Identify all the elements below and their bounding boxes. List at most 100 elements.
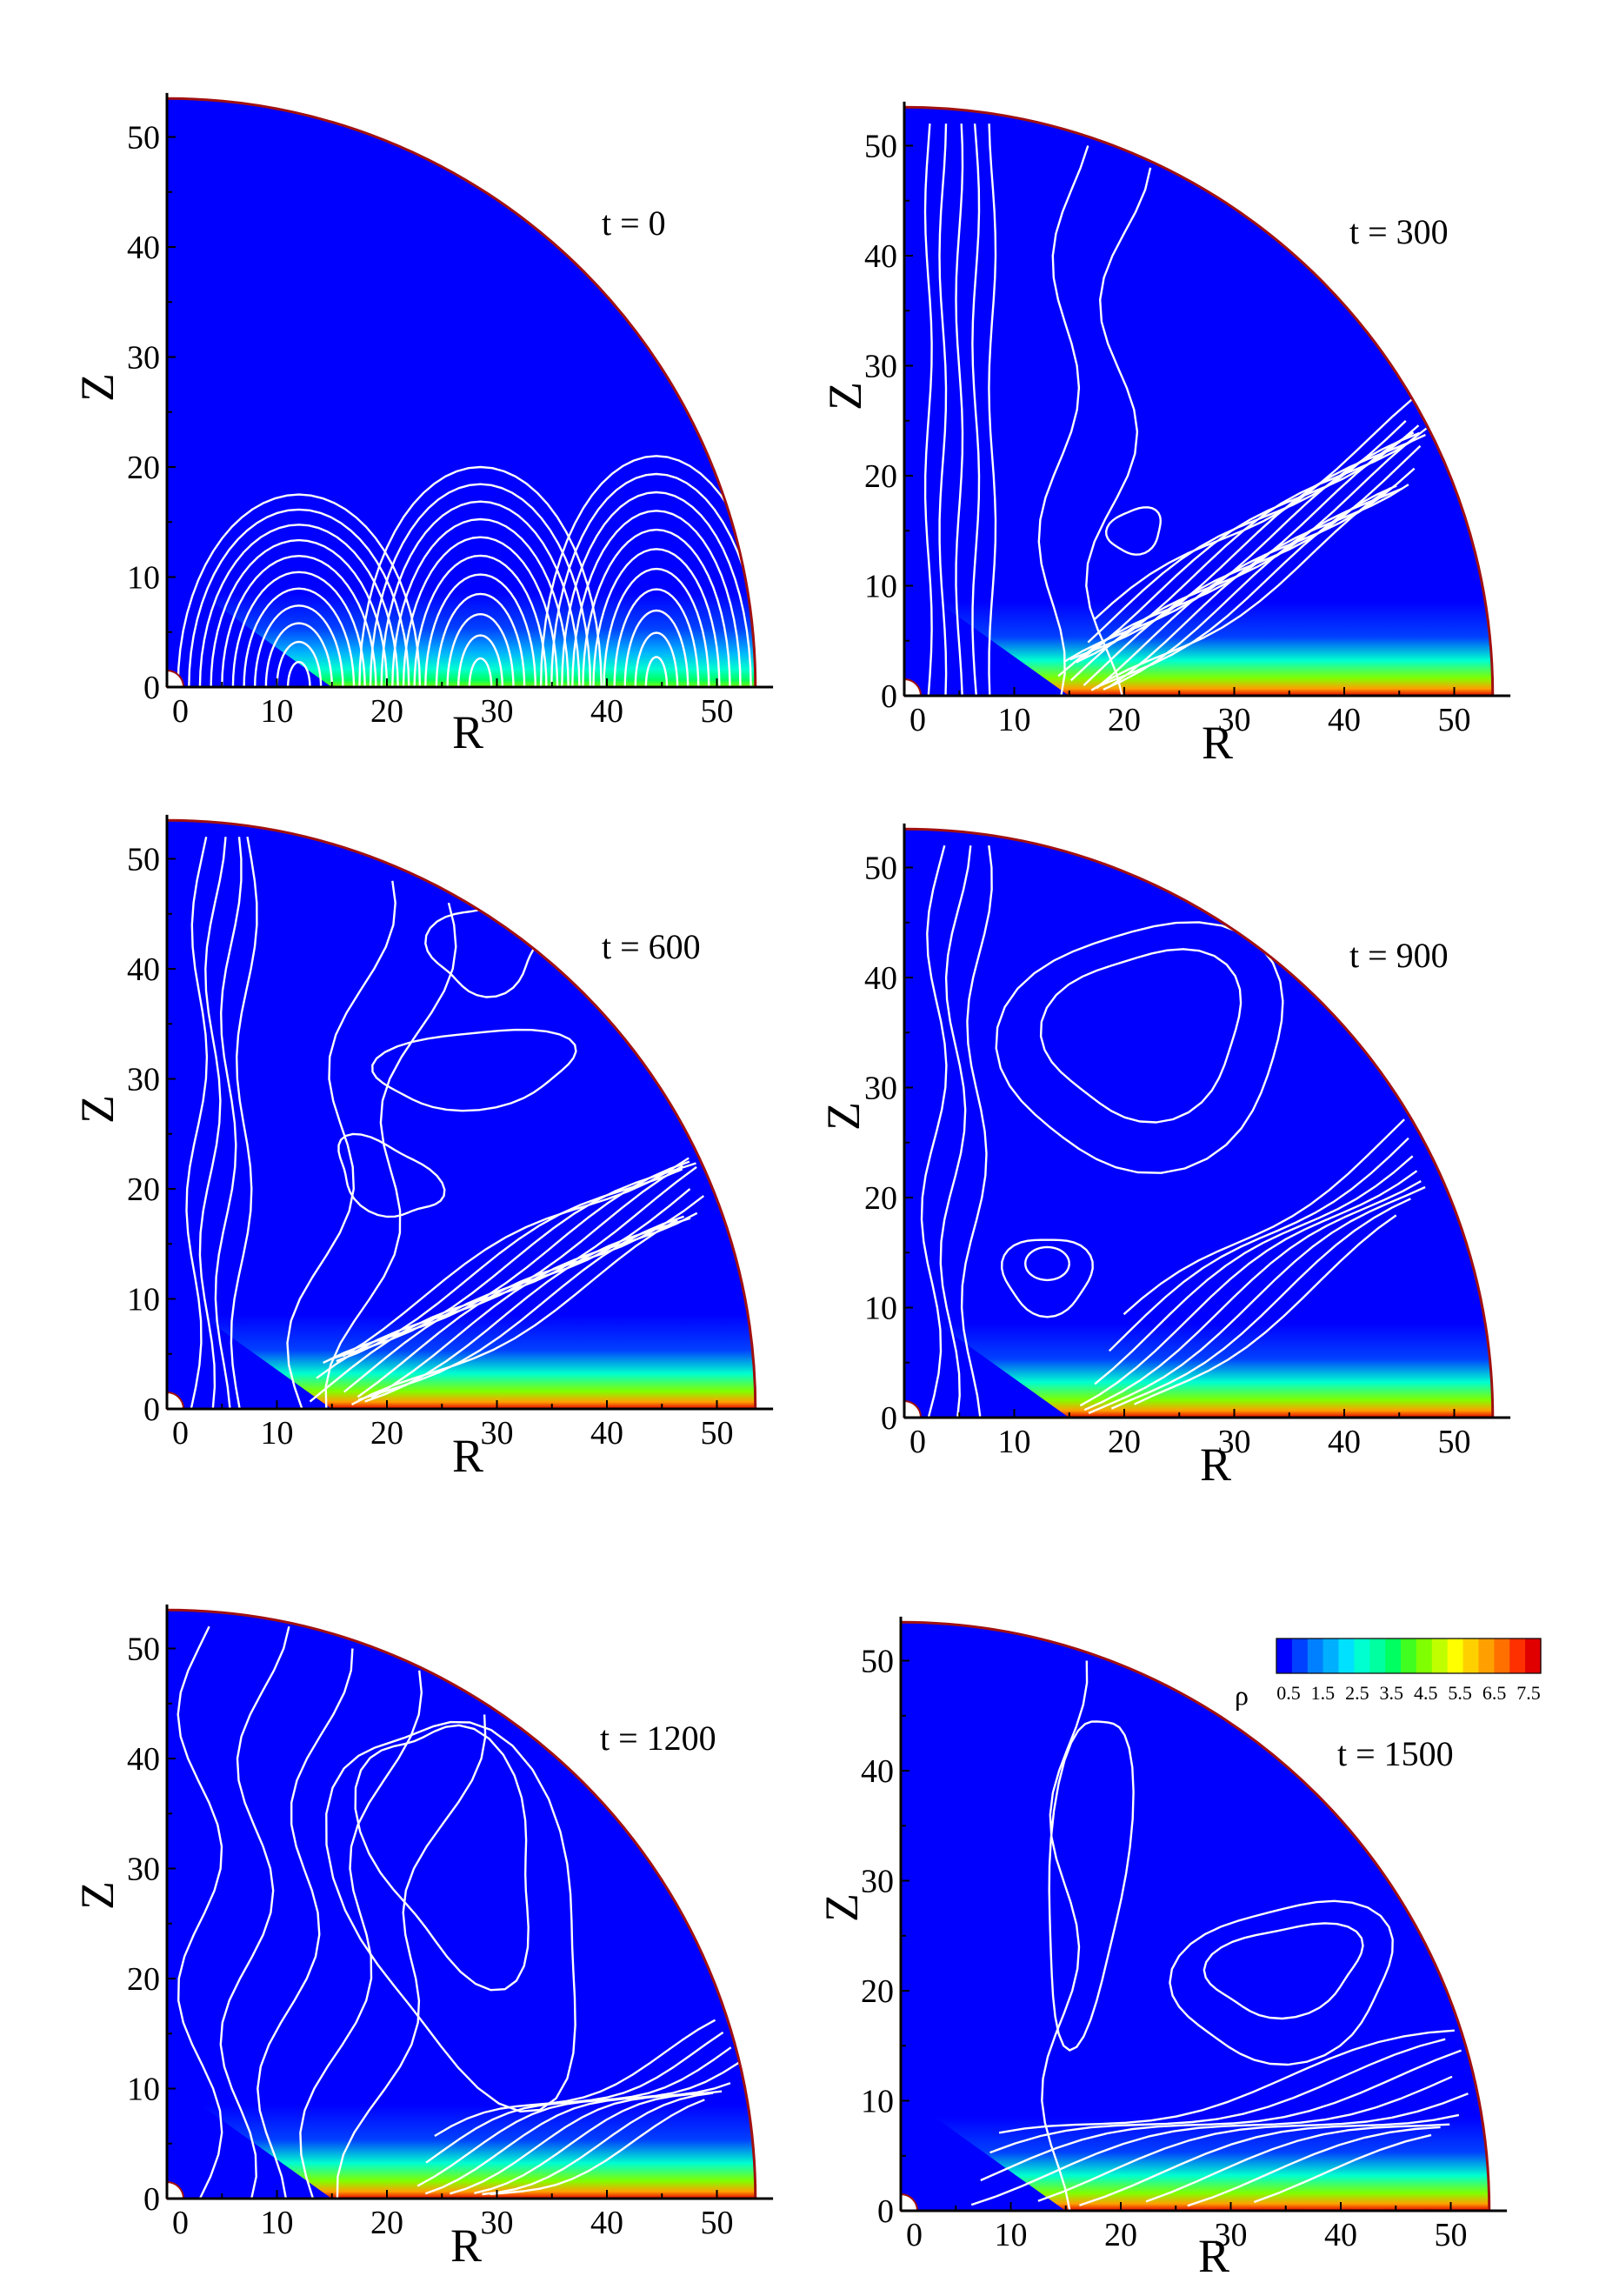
x-axis-label: R (1200, 1438, 1231, 1491)
y-tick-label: 40 (127, 951, 160, 988)
field-lines (923, 123, 1428, 697)
field-line (920, 844, 948, 1418)
field-line (561, 491, 752, 688)
y-tick-label: 50 (864, 851, 897, 887)
panel-t600: t = 600 R Z 0 10 20 30 40 50 0 10 20 30 40 50 (71, 814, 774, 1482)
density-field (167, 820, 756, 1409)
field-line (254, 604, 344, 688)
field-line (343, 1188, 691, 1393)
field-line (185, 836, 209, 1409)
outer-boundary (166, 1608, 757, 2199)
y-tick-label: 50 (127, 1632, 160, 1668)
x-tick-label: 30 (1218, 702, 1251, 738)
y-tick-label: 40 (861, 1753, 894, 1790)
field-line (998, 2029, 1455, 2134)
y-axis-label: Z (71, 373, 123, 402)
x-tick-label: 30 (481, 693, 514, 730)
x-tick-label: 30 (481, 1415, 514, 1452)
y-tick-label: 10 (864, 569, 897, 605)
panel-t900: t = 900 R Z 0 10 20 30 40 50 0 10 20 30 40 50 (817, 823, 1511, 1491)
density-field (901, 1622, 1489, 2211)
field-line (1093, 398, 1413, 621)
field-line (350, 1218, 678, 1405)
field-line (1094, 1155, 1414, 1385)
field-line (371, 1028, 577, 1112)
y-tick-label: 20 (864, 458, 897, 495)
y-tick-label: 40 (864, 238, 897, 275)
field-line (468, 657, 493, 688)
field-line (582, 528, 731, 688)
time-label: t = 300 (1349, 212, 1449, 251)
density-field (167, 98, 756, 688)
field-line (177, 493, 422, 688)
field-line (231, 571, 366, 688)
field-line (299, 1670, 423, 2199)
x-tick-label: 10 (261, 693, 294, 730)
field-line (1081, 424, 1420, 659)
y-tick-label: 50 (861, 1644, 894, 1680)
colorbar-swatch (1291, 1639, 1309, 1673)
field-line (1083, 1180, 1422, 1412)
panel-t0: t = 0 R Z 0 10 20 30 40 50 0 10 20 30 40 50 (71, 92, 774, 758)
field-line (1108, 1137, 1409, 1352)
x-axis-label: R (452, 706, 483, 758)
field-line (1083, 444, 1422, 686)
field-line (989, 2038, 1446, 2154)
field-line (219, 1625, 290, 2199)
x-tick-label: 40 (590, 693, 623, 730)
field-line (214, 837, 243, 1409)
outer-boundary (903, 827, 1495, 1418)
field-line (1253, 2133, 1432, 2204)
colorbar-swatch (1462, 1639, 1480, 1673)
field-line (336, 1168, 683, 1363)
field-line (210, 538, 389, 688)
y-tick-label: 30 (127, 1852, 160, 1888)
y-tick-label: 0 (877, 2193, 894, 2230)
colorbar-swatch (1276, 1639, 1293, 1673)
x-axis-label: R (1198, 2230, 1229, 2282)
y-tick-label: 10 (864, 1291, 897, 1327)
field-line (613, 588, 700, 688)
field-line (276, 640, 323, 688)
x-tick-label: 10 (261, 1415, 294, 1452)
colorbar-tick-label: 1.5 (1311, 1682, 1336, 1704)
field-line (592, 548, 721, 688)
x-tick-label: 10 (998, 702, 1031, 738)
y-tick-label: 30 (864, 1071, 897, 1107)
colorbar-swatch (1369, 1639, 1386, 1673)
field-line (1169, 1899, 1394, 2066)
x-tick-label: 20 (1108, 702, 1141, 738)
colorbar-swatch (1431, 1639, 1449, 1673)
x-tick-label: 50 (1435, 2217, 1468, 2253)
x-axis-label: R (1202, 717, 1233, 769)
y-tick-label: 10 (127, 1282, 160, 1318)
field-line (434, 2019, 716, 2138)
colorbar-swatch (1401, 1639, 1417, 1673)
x-tick-label: 40 (1324, 2217, 1357, 2253)
colorbar: ρ 0.5 1.5 2.5 3.5 4.5 5.5 6.5 7.5 (1235, 1638, 1542, 1711)
x-axis-label: R (450, 2219, 482, 2272)
field-line (980, 2049, 1462, 2182)
colorbar-swatch (1525, 1639, 1542, 1673)
y-tick-label: 20 (861, 1973, 894, 2010)
field-lines (970, 1660, 1469, 2211)
panel-t1500: t = 1500 R Z 0 10 20 30 40 50 0 10 20 30 40 50 (816, 1616, 1508, 2282)
field-line (1087, 420, 1407, 644)
colorbar-swatch (1494, 1639, 1510, 1673)
colorbar-tick-label: 2.5 (1345, 1682, 1369, 1704)
field-lines (177, 1625, 740, 2199)
field-line (342, 1157, 690, 1358)
panel-t1200: t = 1200 R Z 0 10 20 30 40 50 0 10 20 30 40 50 (71, 1604, 774, 2272)
colorbar-frame (1276, 1638, 1542, 1674)
x-tick-label: 30 (1218, 1424, 1251, 1460)
field-line (1041, 1660, 1089, 2211)
x-tick-label: 40 (1328, 1424, 1361, 1460)
field-line (1079, 2113, 1460, 2206)
x-tick-label: 40 (590, 2205, 623, 2241)
field-line (337, 1132, 446, 1218)
field-line (329, 1162, 696, 1361)
field-line (1134, 1214, 1397, 1405)
time-label: t = 1500 (1337, 1734, 1454, 1773)
x-tick-label: 50 (701, 2205, 734, 2241)
